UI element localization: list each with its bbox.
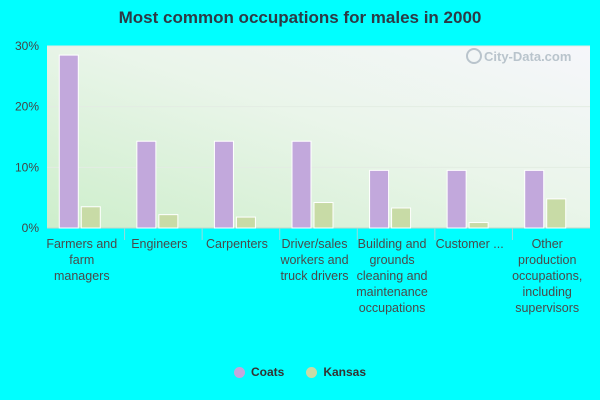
- bar-kansas-2: [235, 216, 256, 229]
- x-tick-label: Carpenters: [206, 237, 268, 251]
- legend-swatch: [306, 366, 318, 378]
- bar-kansas-1: [158, 214, 179, 229]
- x-tick-label: Building and grounds cleaning and mainte…: [356, 237, 428, 315]
- x-tick-label: Farmers and farm managers: [46, 237, 118, 283]
- watermark: City-Data.com: [466, 48, 571, 64]
- x-tick-label: Customer ...: [435, 237, 504, 251]
- plot-area: [47, 46, 590, 228]
- category-separators: [124, 228, 513, 240]
- bar-coats-3: [291, 140, 312, 229]
- y-tick-label: 30%: [15, 39, 39, 53]
- bar-coats-0: [58, 54, 79, 229]
- legend: Coats Kansas: [0, 365, 600, 379]
- bar-kansas-4: [391, 207, 412, 229]
- y-tick-label: 0%: [22, 221, 40, 235]
- x-tick-label: Engineers: [131, 237, 188, 251]
- bar-coats-5: [446, 169, 467, 229]
- x-tick-label: Other production occupations, including …: [512, 237, 583, 315]
- bar-coats-4: [369, 169, 390, 229]
- y-tick-label: 10%: [15, 160, 39, 174]
- y-axis-ticks: 0% 10% 20% 30%: [15, 39, 39, 235]
- bar-kansas-3: [313, 202, 334, 229]
- bar-coats-6: [524, 169, 545, 229]
- legend-swatch: [233, 366, 245, 378]
- y-tick-label: 20%: [15, 100, 39, 114]
- bar-kansas-6: [546, 198, 567, 229]
- legend-label: Kansas: [323, 365, 367, 379]
- chart-title: Most common occupations for males in 200…: [118, 8, 482, 27]
- bar-kansas-5: [468, 222, 489, 229]
- legend-label: Coats: [250, 365, 285, 379]
- legend-item-coats: Coats: [233, 365, 285, 379]
- watermark-text: City-Data.com: [484, 49, 571, 64]
- x-tick-label: Driver/sales workers and truck drivers: [280, 237, 349, 283]
- watermark-icon: [466, 48, 482, 64]
- legend-item-kansas: Kansas: [306, 365, 366, 379]
- bar-coats-1: [136, 140, 157, 229]
- bars: [58, 54, 567, 229]
- bar-kansas-0: [80, 206, 101, 229]
- bar-coats-2: [213, 140, 234, 229]
